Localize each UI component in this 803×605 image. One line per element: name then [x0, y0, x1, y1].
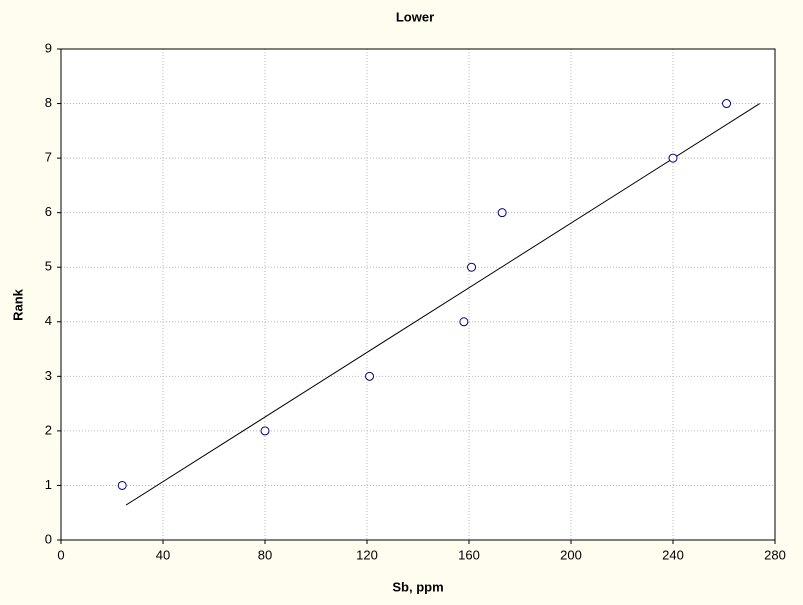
y-axis-label: Rank [10, 288, 25, 321]
point [668, 153, 678, 163]
plot-border [60, 48, 776, 541]
x-tick-label: 160 [458, 547, 480, 562]
fit-line [125, 103, 760, 506]
point [459, 317, 469, 327]
y-tick-label: 2 [45, 422, 52, 437]
y-tick-label: 1 [45, 477, 52, 492]
point [260, 426, 270, 436]
point [117, 480, 127, 490]
point [497, 208, 507, 218]
x-tick-label: 280 [764, 547, 786, 562]
y-tick-label: 4 [45, 313, 52, 328]
y-tick-label: 8 [45, 95, 52, 110]
x-tick-label: 240 [662, 547, 684, 562]
point [365, 371, 375, 381]
point [722, 99, 732, 109]
x-tick-label: 200 [560, 547, 582, 562]
y-tick-label: 3 [45, 368, 52, 383]
x-tick-label: 40 [156, 547, 170, 562]
point [467, 262, 477, 272]
x-tick-label: 80 [258, 547, 272, 562]
x-axis-label: Sb, ppm [392, 579, 443, 594]
x-tick-label: 120 [356, 547, 378, 562]
y-tick-label: 6 [45, 204, 52, 219]
plot-area [61, 49, 775, 540]
y-tick-label: 0 [45, 531, 52, 546]
y-tick-label: 7 [45, 150, 52, 165]
y-tick-label: 9 [45, 40, 52, 55]
y-tick-label: 5 [45, 259, 52, 274]
chart-title: Lower [396, 9, 434, 24]
x-tick-label: 0 [57, 547, 64, 562]
